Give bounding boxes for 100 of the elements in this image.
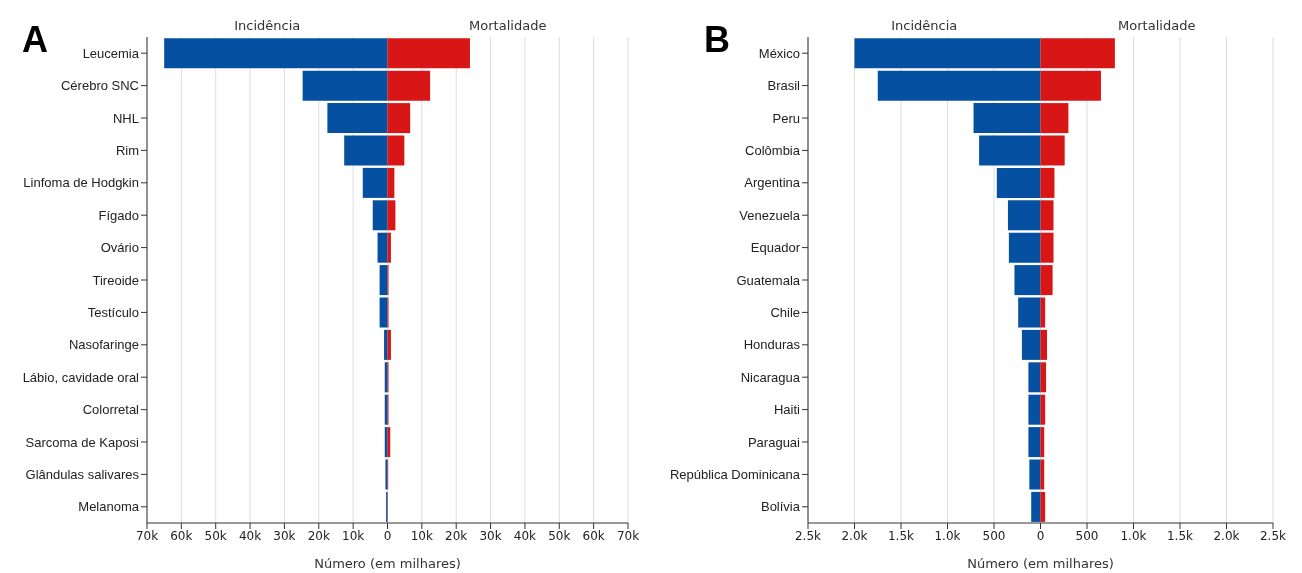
bar bbox=[379, 265, 388, 296]
bar bbox=[854, 38, 1041, 69]
bar bbox=[1040, 362, 1047, 393]
bar bbox=[1007, 200, 1041, 231]
x-tick-label: 20k bbox=[445, 528, 468, 543]
bar bbox=[1040, 38, 1115, 69]
x-tick-label: 2.5k bbox=[1259, 528, 1287, 543]
x-tick-label: 60k bbox=[582, 528, 605, 543]
x-tick-label: 70k bbox=[616, 528, 640, 543]
y-tick-label: Bolívia bbox=[760, 499, 801, 515]
x-tick-label: 2.0k bbox=[1213, 528, 1240, 543]
bar bbox=[344, 135, 388, 166]
bar bbox=[387, 70, 431, 101]
bar bbox=[1028, 394, 1041, 425]
y-tick-label: Brasil bbox=[767, 78, 801, 94]
bar bbox=[1021, 329, 1041, 360]
y-tick-label: Linfoma de Hodgkin bbox=[23, 175, 139, 191]
x-tick-label: 30k bbox=[273, 528, 296, 543]
x-tick-label: 70k bbox=[135, 528, 159, 543]
bar bbox=[387, 135, 405, 166]
x-tick-label: 500 bbox=[1075, 528, 1099, 543]
x-tick-label: 1.0k bbox=[934, 528, 961, 543]
x-tick-label: 2.0k bbox=[841, 528, 868, 543]
y-tick-label: Nasofaringe bbox=[68, 337, 139, 353]
x-tick-label: 10k bbox=[342, 528, 365, 543]
y-tick-label: Testículo bbox=[87, 305, 139, 321]
x-tick-label: 0 bbox=[1036, 528, 1045, 543]
x-tick-label: 50k bbox=[204, 528, 227, 543]
bar bbox=[1028, 362, 1041, 393]
y-tick-label: Ovário bbox=[100, 240, 139, 256]
bar bbox=[1014, 265, 1041, 296]
y-tick-label: Nicaragua bbox=[740, 369, 801, 385]
y-tick-label: Chile bbox=[770, 305, 800, 321]
y-tick-label: NHL bbox=[112, 110, 139, 126]
bar bbox=[1029, 459, 1041, 490]
bar bbox=[973, 103, 1041, 134]
bar bbox=[377, 232, 388, 263]
y-tick-label: República Dominicana bbox=[669, 467, 801, 483]
series-label: Incidência bbox=[890, 18, 959, 33]
bar bbox=[1031, 491, 1041, 522]
bar bbox=[164, 38, 388, 69]
x-tick-label: 50k bbox=[548, 528, 571, 543]
y-tick-label: Haiti bbox=[773, 402, 801, 418]
y-tick-label: Colômbia bbox=[745, 143, 801, 159]
series-label: Incidência bbox=[233, 18, 302, 33]
x-tick-label: 10k bbox=[410, 528, 434, 543]
x-tick-label: 1.0k bbox=[1120, 528, 1147, 543]
x-tick-label: 0 bbox=[383, 528, 392, 543]
x-tick-label: 1.5k bbox=[887, 528, 915, 543]
series-label: Mortalidade bbox=[468, 18, 548, 33]
x-tick-label: 40k bbox=[513, 528, 537, 543]
x-tick-label: 500 bbox=[982, 528, 1006, 543]
y-tick-label: Sarcoma de Kaposi bbox=[25, 434, 140, 450]
x-tick-label: 60k bbox=[170, 528, 193, 543]
bar bbox=[1040, 167, 1055, 198]
bar bbox=[1040, 200, 1054, 231]
x-tick-label: 1.5k bbox=[1166, 528, 1194, 543]
bar bbox=[387, 103, 411, 134]
y-tick-label: Lábio, cavidade oral bbox=[22, 369, 140, 385]
chart-title: A bbox=[22, 19, 48, 60]
y-tick-label: Venezuela bbox=[739, 207, 801, 223]
y-tick-label: Leucemia bbox=[82, 45, 140, 61]
y-tick-label: México bbox=[758, 45, 800, 61]
x-tick-label: 30k bbox=[479, 528, 502, 543]
x-tick-label: 20k bbox=[307, 528, 330, 543]
bar bbox=[1040, 135, 1065, 166]
bar bbox=[327, 103, 388, 134]
x-tick-label: 40k bbox=[238, 528, 262, 543]
bar bbox=[877, 70, 1041, 101]
y-tick-label: Equador bbox=[750, 240, 801, 256]
bar bbox=[1040, 329, 1048, 360]
y-tick-label: Argentina bbox=[744, 175, 801, 191]
y-tick-label: Fígado bbox=[98, 207, 139, 223]
y-tick-label: Peru bbox=[772, 110, 800, 126]
bar bbox=[302, 70, 388, 101]
series-label: Mortalidade bbox=[1117, 18, 1197, 33]
y-tick-label: Paraguai bbox=[747, 434, 801, 450]
bar bbox=[379, 297, 388, 328]
y-tick-label: Honduras bbox=[743, 337, 801, 353]
bar bbox=[1028, 427, 1041, 458]
bar bbox=[1040, 265, 1053, 296]
y-tick-label: Rim bbox=[115, 143, 139, 159]
bar bbox=[1018, 297, 1041, 328]
y-tick-label: Cérebro SNC bbox=[60, 78, 139, 94]
bar bbox=[1040, 232, 1054, 263]
bar bbox=[996, 167, 1041, 198]
bar bbox=[1008, 232, 1041, 263]
bar bbox=[362, 167, 388, 198]
bar bbox=[387, 38, 470, 69]
y-tick-label: Melanoma bbox=[78, 499, 140, 515]
y-tick-label: Glândulas salivares bbox=[25, 467, 140, 483]
y-tick-label: Tireoide bbox=[92, 272, 139, 288]
chart-title: B bbox=[704, 19, 730, 60]
x-tick-label: 2.5k bbox=[794, 528, 822, 543]
y-tick-label: Guatemala bbox=[736, 272, 801, 288]
y-tick-label: Colorretal bbox=[82, 402, 140, 418]
x-axis-title: Número (em milhares) bbox=[967, 556, 1114, 571]
x-axis-title: Número (em milhares) bbox=[314, 556, 461, 571]
bar bbox=[979, 135, 1041, 166]
bar bbox=[372, 200, 388, 231]
